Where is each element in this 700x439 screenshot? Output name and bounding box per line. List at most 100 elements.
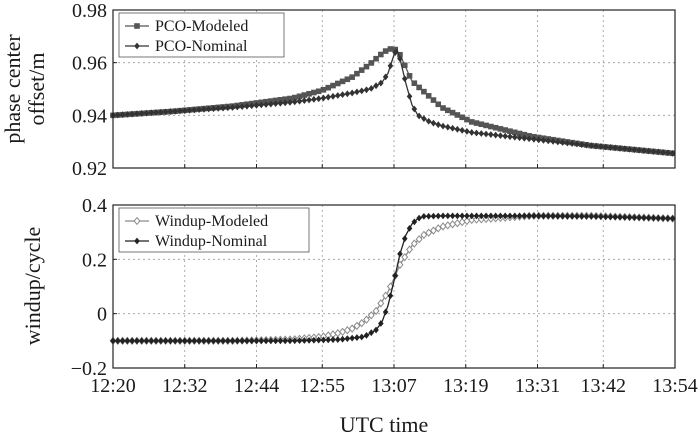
y-tick-label: 0 bbox=[97, 304, 107, 326]
series-point bbox=[416, 84, 422, 91]
series-point bbox=[205, 105, 212, 113]
series-point bbox=[655, 214, 662, 222]
series-point bbox=[291, 94, 298, 101]
series-point bbox=[358, 67, 365, 73]
y-tick-label: 0.4 bbox=[82, 195, 107, 217]
series-point bbox=[372, 306, 380, 316]
series-point bbox=[373, 326, 379, 334]
series-point bbox=[119, 111, 126, 119]
series-point bbox=[521, 134, 528, 142]
series-point bbox=[425, 93, 432, 99]
series-point bbox=[488, 212, 494, 220]
series-point bbox=[483, 212, 489, 220]
series-point bbox=[444, 221, 452, 230]
series-point bbox=[386, 282, 394, 291]
series-point bbox=[574, 212, 580, 220]
series-point bbox=[621, 145, 628, 153]
series-point bbox=[167, 108, 174, 115]
series-point bbox=[607, 213, 614, 221]
y-axis-label-line: phase center bbox=[0, 34, 25, 144]
series-point bbox=[507, 128, 513, 134]
series-point bbox=[434, 224, 442, 233]
series-point bbox=[335, 336, 341, 343]
series-point bbox=[387, 62, 394, 70]
series-point bbox=[406, 73, 413, 79]
series-point bbox=[650, 148, 657, 155]
series-point bbox=[234, 337, 241, 345]
series-point bbox=[320, 86, 327, 93]
plot-frame bbox=[112, 9, 676, 169]
series-point bbox=[272, 100, 279, 108]
series-point bbox=[344, 90, 351, 98]
series-point bbox=[205, 337, 212, 345]
series-point bbox=[330, 92, 336, 100]
series-point bbox=[430, 212, 437, 220]
series-point bbox=[148, 109, 155, 117]
series-point bbox=[478, 121, 485, 128]
legend-box bbox=[118, 12, 285, 58]
series-point bbox=[454, 212, 461, 220]
y-axis-label: phase centeroffset/m bbox=[0, 34, 49, 144]
series-point bbox=[425, 228, 433, 237]
series-point bbox=[421, 88, 427, 95]
series-point bbox=[464, 212, 470, 220]
legend-entry-label: PCO-Nominal bbox=[155, 38, 248, 55]
series-point bbox=[459, 212, 465, 220]
panel-pco: 0.92 0.94 0.96 0.98 phase centeroffset/m PCO-… bbox=[0, 0, 676, 180]
series-point bbox=[583, 141, 590, 149]
series-point bbox=[224, 337, 231, 345]
series-point bbox=[478, 212, 485, 220]
y-tick-label: 0.94 bbox=[72, 105, 107, 127]
series-point bbox=[363, 86, 370, 94]
series-point bbox=[617, 213, 623, 221]
series-point bbox=[354, 70, 360, 77]
series-point bbox=[468, 129, 475, 136]
series-point bbox=[502, 132, 509, 140]
series-point bbox=[468, 212, 475, 220]
series-point bbox=[621, 213, 628, 221]
series-point bbox=[253, 337, 260, 345]
series-point bbox=[253, 101, 260, 109]
series-point bbox=[239, 337, 245, 345]
series-point bbox=[377, 299, 385, 308]
series-point bbox=[588, 213, 595, 220]
series-point bbox=[181, 107, 188, 114]
series-point bbox=[435, 121, 442, 129]
series-point bbox=[339, 91, 346, 99]
series-point bbox=[416, 214, 422, 222]
series-point bbox=[598, 213, 604, 221]
series-point bbox=[502, 127, 509, 133]
series-point bbox=[354, 88, 360, 96]
series-point bbox=[368, 329, 375, 337]
series-point bbox=[215, 104, 222, 112]
series-point bbox=[492, 131, 499, 139]
series-point bbox=[320, 336, 327, 344]
x-tick-label: 13:42 bbox=[580, 375, 626, 397]
series-point bbox=[325, 93, 332, 101]
x-tick-label: 13:31 bbox=[515, 375, 561, 397]
series-point bbox=[335, 80, 341, 87]
x-tick-label: 12:32 bbox=[162, 375, 208, 397]
series-point bbox=[306, 90, 312, 97]
series-point bbox=[583, 212, 590, 220]
series-point bbox=[526, 212, 532, 220]
series-point bbox=[435, 212, 442, 220]
series-point bbox=[382, 308, 389, 316]
series-windup-nominal bbox=[110, 212, 676, 345]
series-point bbox=[641, 214, 647, 222]
series-point bbox=[497, 126, 504, 132]
series-point bbox=[555, 212, 561, 220]
y-tick-label: 0.92 bbox=[72, 158, 107, 180]
legend-box bbox=[118, 207, 310, 253]
series-point bbox=[224, 104, 231, 112]
series-point bbox=[325, 84, 332, 91]
series-point bbox=[416, 112, 422, 120]
series-point bbox=[449, 220, 457, 229]
series-point bbox=[373, 82, 379, 90]
series-point bbox=[358, 87, 365, 95]
series-point bbox=[454, 125, 461, 133]
series-point bbox=[138, 337, 145, 345]
series-point bbox=[287, 98, 293, 106]
series-point bbox=[334, 329, 342, 338]
